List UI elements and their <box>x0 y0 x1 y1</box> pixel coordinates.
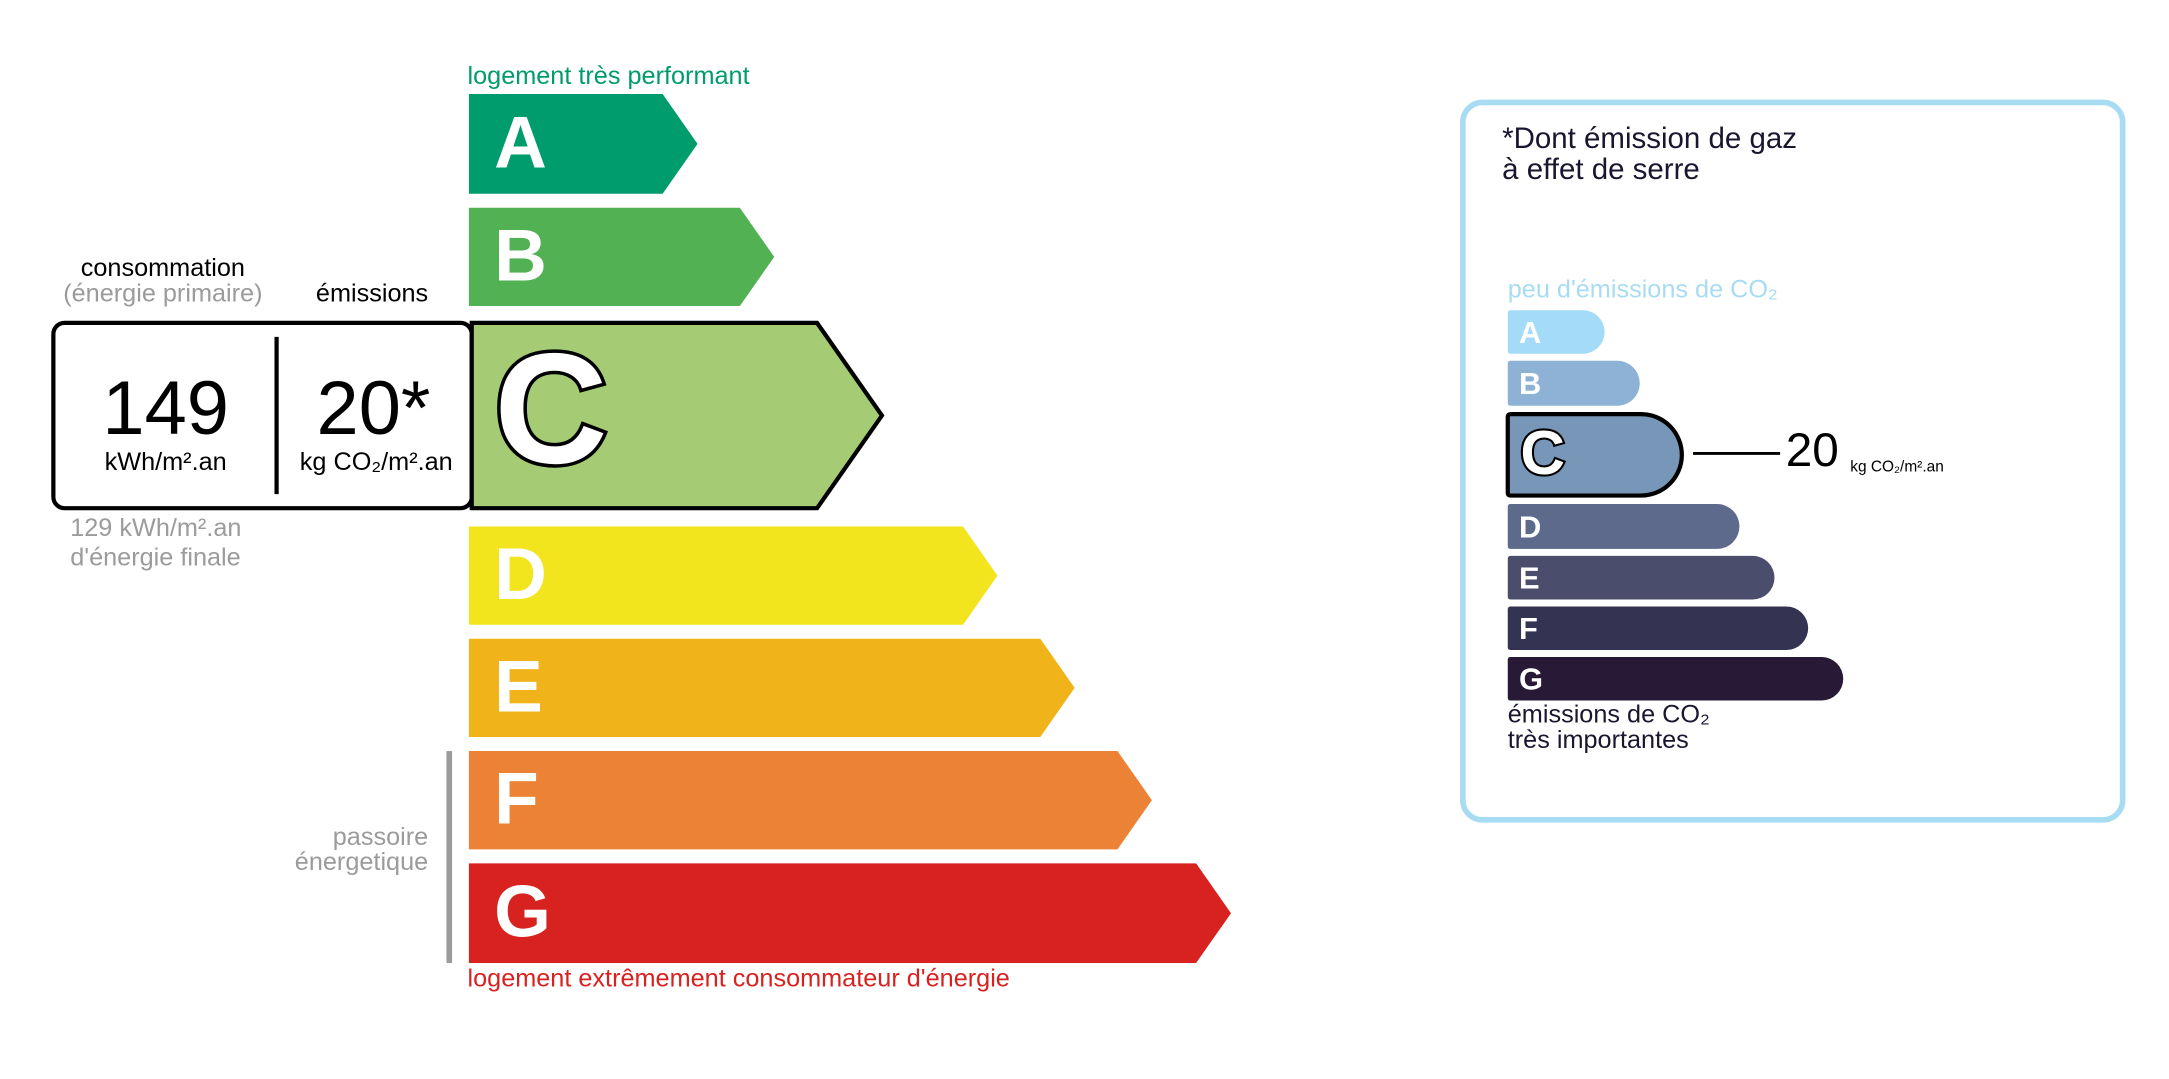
ghg-class-letter: B <box>1519 366 1541 401</box>
ghg-title: *Dont émission de gaz <box>1502 122 1797 155</box>
sieve-bar <box>446 751 453 964</box>
energy-class-arrow <box>468 207 775 307</box>
ghg-class-letter: F <box>1519 611 1538 646</box>
energy-class-arrow <box>469 320 885 511</box>
ghg-unit: kg CO₂/m².an <box>1850 459 1944 476</box>
energy-class-arrow <box>468 751 1152 850</box>
ghg-bottom-label: émissions de CO₂ <box>1508 701 1710 729</box>
energy-class-letter: F <box>494 759 539 840</box>
ghg-bottom-label: très importantes <box>1508 726 1689 754</box>
energy-class-letter: D <box>494 534 547 615</box>
consumption-value: 149 <box>102 366 228 451</box>
ghg-title: à effet de serre <box>1502 153 1700 186</box>
energy-class-letter: A <box>494 102 547 183</box>
consumption-subtitle: (énergie primaire) <box>63 279 262 307</box>
final-energy-caption: d'énergie finale <box>70 543 240 571</box>
energy-class-letter: B <box>494 215 547 296</box>
bottom-label: logement extrêmement consommateur d'éner… <box>468 965 1010 993</box>
ghg-class-letter: E <box>1519 561 1540 596</box>
energy-class-letter: C <box>494 322 608 497</box>
consumption-unit: kWh/m².an <box>105 448 227 476</box>
energy-class-arrow <box>468 526 998 625</box>
final-energy: 129 kWh/m².an <box>70 514 241 542</box>
energy-class-arrow <box>468 638 1075 738</box>
top-label: logement très performant <box>468 62 750 90</box>
ghg-class-letter: G <box>1519 662 1543 697</box>
ghg-class-bar <box>1507 310 1605 354</box>
ghg-value: 20 <box>1786 424 1839 477</box>
energy-class-letter: G <box>494 872 551 953</box>
energy-class-arrow <box>468 863 1231 964</box>
ghg-class-bar <box>1507 606 1809 650</box>
ghg-class-bar <box>1507 503 1740 549</box>
ghg-class-bar <box>1505 412 1684 498</box>
ghg-class-letter: D <box>1519 509 1541 544</box>
ghg-class-bar <box>1507 555 1775 600</box>
consumption-title: consommation <box>81 254 245 282</box>
emissions-title: émissions <box>316 279 428 307</box>
ghg-class-letter: A <box>1519 315 1541 350</box>
sieve-label: passoire <box>333 823 428 851</box>
energy-class-letter: E <box>494 646 543 727</box>
ghg-class-bar <box>1507 360 1640 406</box>
emissions-value: 20* <box>317 366 431 451</box>
ghg-class-letter: C <box>1520 419 1565 488</box>
ghg-class-bar <box>1507 657 1844 701</box>
energy-class-arrow <box>468 94 698 194</box>
ghg-top-label: peu d'émissions de CO₂ <box>1508 275 1778 303</box>
sieve-label: énergetique <box>295 848 428 876</box>
emissions-unit: kg CO₂/m².an <box>300 448 453 476</box>
